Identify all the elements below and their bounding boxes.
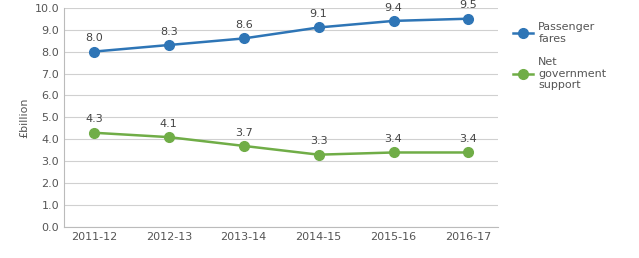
Passenger
fares (240, 37, 247, 40)
Text: 9.4: 9.4 (385, 3, 403, 13)
Text: 9.1: 9.1 (310, 9, 328, 19)
Net
government
support (165, 136, 173, 139)
Net
government
support (240, 144, 247, 148)
Text: 4.1: 4.1 (160, 119, 178, 129)
Text: 3.4: 3.4 (459, 134, 477, 144)
Y-axis label: £billion: £billion (19, 97, 29, 138)
Net
government
support (315, 153, 323, 156)
Net
government
support (465, 151, 472, 154)
Line: Passenger
fares: Passenger fares (89, 14, 473, 57)
Passenger
fares (90, 50, 98, 53)
Text: 8.6: 8.6 (235, 20, 252, 30)
Text: 4.3: 4.3 (85, 114, 103, 124)
Text: 8.3: 8.3 (160, 27, 178, 37)
Line: Net
government
support: Net government support (89, 128, 473, 159)
Text: 8.0: 8.0 (85, 33, 103, 43)
Passenger
fares (465, 17, 472, 20)
Text: 3.3: 3.3 (310, 136, 327, 146)
Passenger
fares (390, 19, 397, 22)
Passenger
fares (315, 26, 323, 29)
Legend: Passenger
fares, Net
government
support: Passenger fares, Net government support (508, 18, 611, 95)
Net
government
support (90, 131, 98, 134)
Net
government
support (390, 151, 397, 154)
Text: 9.5: 9.5 (459, 0, 477, 10)
Passenger
fares (165, 43, 173, 46)
Text: 3.4: 3.4 (385, 134, 403, 144)
Text: 3.7: 3.7 (235, 127, 252, 138)
